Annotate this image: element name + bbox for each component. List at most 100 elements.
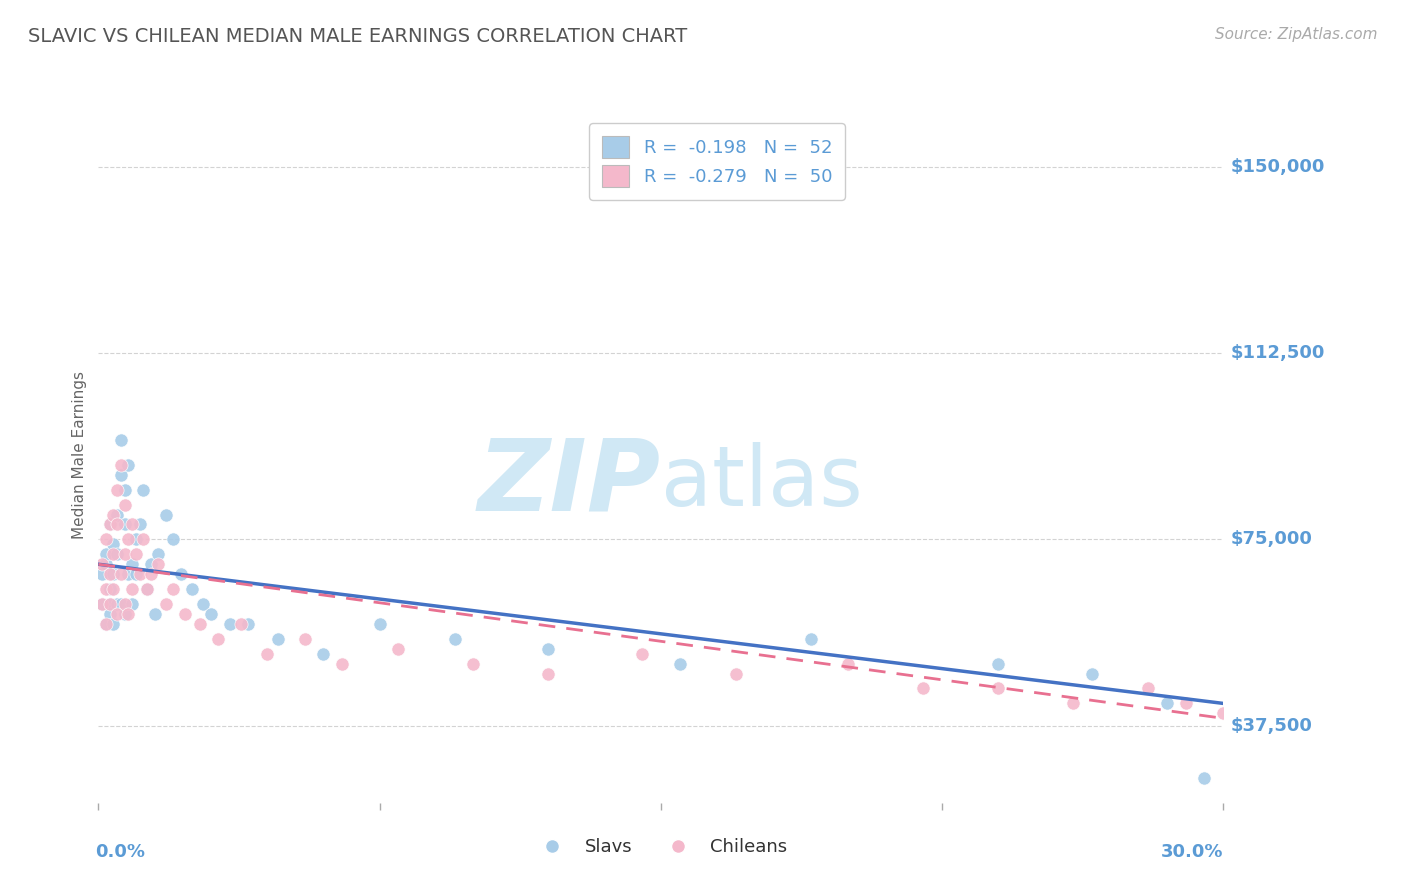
Point [117,533,139,547]
Point [103,616,125,631]
Point [139,567,162,582]
Point [155,597,177,611]
Point [105,508,128,522]
Point [114,597,136,611]
Point [193,597,215,611]
Point [121,597,143,611]
Point [136,582,159,596]
Point [121,517,143,532]
Point [105,547,128,561]
Point [98,582,121,596]
Point [837,657,859,671]
Point [800,632,823,646]
Point [98,517,121,532]
Point [114,607,136,621]
Point [173,607,195,621]
Point [98,597,121,611]
Text: ZIP: ZIP [478,434,661,532]
Point [229,616,252,631]
Point [94,616,117,631]
Point [256,647,278,661]
Point [162,582,184,596]
Point [987,657,1010,671]
Point [155,508,177,522]
Text: $150,000: $150,000 [1230,158,1324,176]
Point [139,558,162,572]
Point [117,607,139,621]
Point [91,558,114,572]
Point [125,547,148,561]
Point [1062,697,1084,711]
Text: $112,500: $112,500 [1230,344,1324,362]
Point [987,681,1010,696]
Point [114,517,136,532]
Point [368,616,391,631]
Point [631,647,654,661]
Text: SLAVIC VS CHILEAN MEDIAN MALE EARNINGS CORRELATION CHART: SLAVIC VS CHILEAN MEDIAN MALE EARNINGS C… [28,27,688,45]
Point [1081,666,1104,681]
Point [238,616,260,631]
Text: 0.0%: 0.0% [94,843,145,861]
Text: Source: ZipAtlas.com: Source: ZipAtlas.com [1215,27,1378,42]
Point [91,597,114,611]
Point [207,632,229,646]
Point [125,533,148,547]
Point [128,567,150,582]
Point [1212,706,1234,721]
Point [98,597,121,611]
Point [98,517,121,532]
Point [105,517,128,532]
Point [132,533,155,547]
Point [294,632,316,646]
Point [912,681,935,696]
Point [121,582,143,596]
Point [94,547,117,561]
Point [94,616,117,631]
Point [103,547,125,561]
Y-axis label: Median Male Earnings: Median Male Earnings [72,371,87,539]
Point [103,582,125,596]
Text: $37,500: $37,500 [1230,717,1312,735]
Point [110,467,132,482]
Point [1194,771,1216,785]
Point [91,567,114,582]
Point [132,483,155,497]
Point [103,537,125,551]
Point [330,657,353,671]
Point [114,483,136,497]
Point [103,508,125,522]
Point [724,666,747,681]
Point [94,558,117,572]
Point [188,616,211,631]
Point [103,567,125,582]
Point [143,607,166,621]
Point [218,616,240,631]
Point [1137,681,1160,696]
Point [105,607,128,621]
Legend: Slavs, Chileans: Slavs, Chileans [527,831,794,863]
Point [98,607,121,621]
Point [200,607,222,621]
Point [114,547,136,561]
Point [117,458,139,472]
Point [110,597,132,611]
Point [117,567,139,582]
Point [170,567,193,582]
Point [105,483,128,497]
Point [148,558,170,572]
Point [181,582,204,596]
Point [136,582,159,596]
Point [94,533,117,547]
Point [443,632,465,646]
Point [1156,697,1178,711]
Point [114,498,136,512]
Point [387,641,409,656]
Point [91,597,114,611]
Point [98,567,121,582]
Point [162,533,184,547]
Point [267,632,290,646]
Point [105,597,128,611]
Point [537,641,560,656]
Point [1174,697,1197,711]
Point [668,657,690,671]
